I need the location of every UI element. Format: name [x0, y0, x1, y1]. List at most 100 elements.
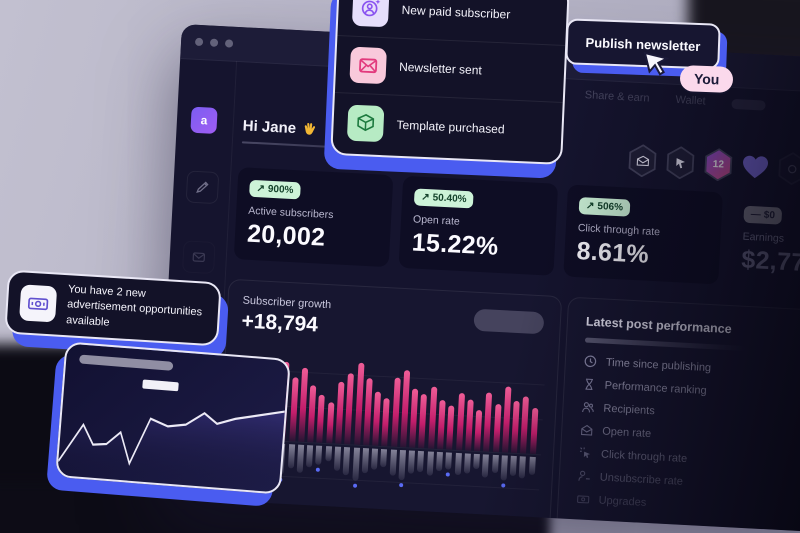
bar-up — [474, 409, 483, 452]
bar-down — [528, 456, 536, 475]
list-item: Performance ranking — [582, 377, 800, 402]
sparkline-skeleton-card — [55, 341, 291, 495]
icon-tile — [349, 46, 387, 85]
trend-up-icon: ↗ — [256, 183, 266, 195]
person-remove-icon — [578, 470, 590, 481]
bar-up — [520, 395, 530, 454]
notification-template-purchased[interactable]: Template purchased — [332, 93, 562, 160]
status-badge: — $0 — [743, 205, 783, 225]
banknote-icon — [27, 297, 49, 311]
status-badge: ↗ 506% — [578, 197, 631, 217]
sparkline-chart — [57, 410, 285, 495]
badge-locked[interactable] — [776, 151, 800, 186]
list-item-label: Open rate — [601, 425, 652, 440]
achievement-badges: 12 — [627, 144, 800, 186]
bar-up — [446, 405, 455, 450]
badge-envelope-icon — [636, 155, 650, 167]
list-item-label: Unsubscribe rate — [599, 470, 684, 488]
title-skeleton — [78, 354, 174, 371]
sparkline-area — [57, 411, 285, 495]
trend-up-icon: ↗ — [585, 200, 595, 212]
badge-newsletter[interactable] — [627, 144, 659, 179]
icon-tile — [19, 284, 58, 323]
stat-card-active-subscribers: ↗ 900% Active subscribers 20,002 — [233, 167, 394, 268]
bar-down — [398, 449, 406, 480]
bar-up — [316, 395, 326, 443]
bar-down — [407, 450, 416, 474]
stat-value: 8.61% — [575, 236, 650, 269]
bar-up — [511, 400, 520, 454]
bar-marker-dot — [316, 467, 321, 472]
badge-ring-icon — [786, 162, 799, 175]
bar-down — [325, 446, 332, 462]
ad-opportunities-notification[interactable]: You have 2 new advertisement opportuniti… — [4, 269, 222, 347]
stat-card-click-through-rate: ↗ 506% Click through rate 8.61% — [563, 184, 723, 285]
bar-up — [455, 392, 465, 451]
envelope-icon — [359, 58, 378, 74]
window-dot[interactable] — [194, 37, 204, 47]
section-title: Latest post performance — [585, 314, 733, 337]
badge-value: 50.40% — [432, 192, 467, 206]
badge-value: 506% — [597, 200, 624, 214]
heart-badge-icon[interactable] — [741, 153, 770, 180]
stat-value: $2,774.2 — [740, 245, 800, 279]
click-cursor-icon — [579, 447, 591, 458]
nav-item-truncated[interactable] — [731, 98, 766, 111]
cursor-user-label: You — [679, 65, 734, 93]
bar-down — [454, 452, 462, 476]
bar-down — [463, 453, 471, 474]
sidebar-item-mail[interactable] — [182, 240, 216, 274]
window-dot[interactable] — [209, 38, 219, 47]
list-item-label: Time since publishing — [605, 356, 712, 374]
notification-newsletter-sent[interactable]: Newsletter sent — [334, 36, 566, 103]
list-item: Time since publishing — [584, 355, 800, 380]
notification-text: You have 2 new advertisement opportuniti… — [65, 283, 203, 329]
app-logo[interactable]: a — [190, 106, 218, 134]
bar-up — [409, 388, 419, 448]
badge-value: $0 — [763, 209, 776, 222]
stat-card-earnings: — $0 Earnings $2,774.2 — [728, 193, 800, 292]
bar-up — [418, 393, 428, 449]
clock-icon — [584, 355, 597, 368]
bar-down — [389, 449, 397, 477]
window-dot[interactable] — [224, 39, 234, 48]
list-item: Unsubscribe rate — [578, 469, 800, 494]
badge-clicks[interactable] — [665, 146, 697, 181]
activity-notifications-card: New paid subscriber Newsletter sent Temp… — [330, 0, 570, 165]
top-nav: Share & earn Wallet — [584, 89, 766, 111]
bar-down — [482, 454, 490, 478]
greeting-text: Hi Jane — [242, 117, 297, 138]
bar-marker-dot — [352, 483, 357, 488]
nav-wallet[interactable]: Wallet — [675, 93, 706, 108]
list-item: Open rate — [580, 423, 800, 448]
notification-label: Template purchased — [396, 117, 505, 136]
notification-new-paid-subscriber[interactable]: New paid subscriber — [337, 0, 568, 47]
bar-down — [445, 452, 453, 470]
notification-label: Newsletter sent — [398, 59, 483, 78]
bar-down — [342, 447, 351, 475]
sidebar-item-compose[interactable] — [185, 170, 220, 205]
page-title: Hi Jane — [242, 117, 318, 138]
stats-row: ↗ 900% Active subscribers 20,002 ↗ 50.40% … — [233, 167, 800, 292]
stat-card-open-rate: ↗ 50.40% Open rate 15.22% — [398, 175, 559, 276]
bar-down — [426, 451, 434, 476]
latest-post-performance-card: Latest post performance Time since publi… — [554, 296, 800, 533]
bar-marker-dot — [445, 471, 451, 477]
bar-marker-dot — [501, 483, 506, 488]
bar-up — [464, 399, 474, 451]
wave-emoji-icon — [305, 122, 316, 135]
list-item-label: Click through rate — [600, 448, 688, 465]
bar-down — [380, 449, 388, 467]
bar-up — [400, 370, 411, 448]
list-item-label: Upgrades — [598, 493, 647, 509]
bar-down — [333, 446, 342, 472]
nav-share-earn[interactable]: Share & earn — [584, 89, 650, 105]
hourglass-icon — [585, 378, 593, 391]
status-badge: ↗ 50.40% — [413, 188, 474, 209]
bar-down — [287, 444, 295, 469]
bar-down — [371, 448, 379, 470]
badge-count[interactable]: 12 — [703, 148, 735, 183]
range-selector-skeleton[interactable] — [473, 308, 545, 335]
bar-down — [491, 454, 499, 473]
icon-tile — [346, 104, 385, 142]
